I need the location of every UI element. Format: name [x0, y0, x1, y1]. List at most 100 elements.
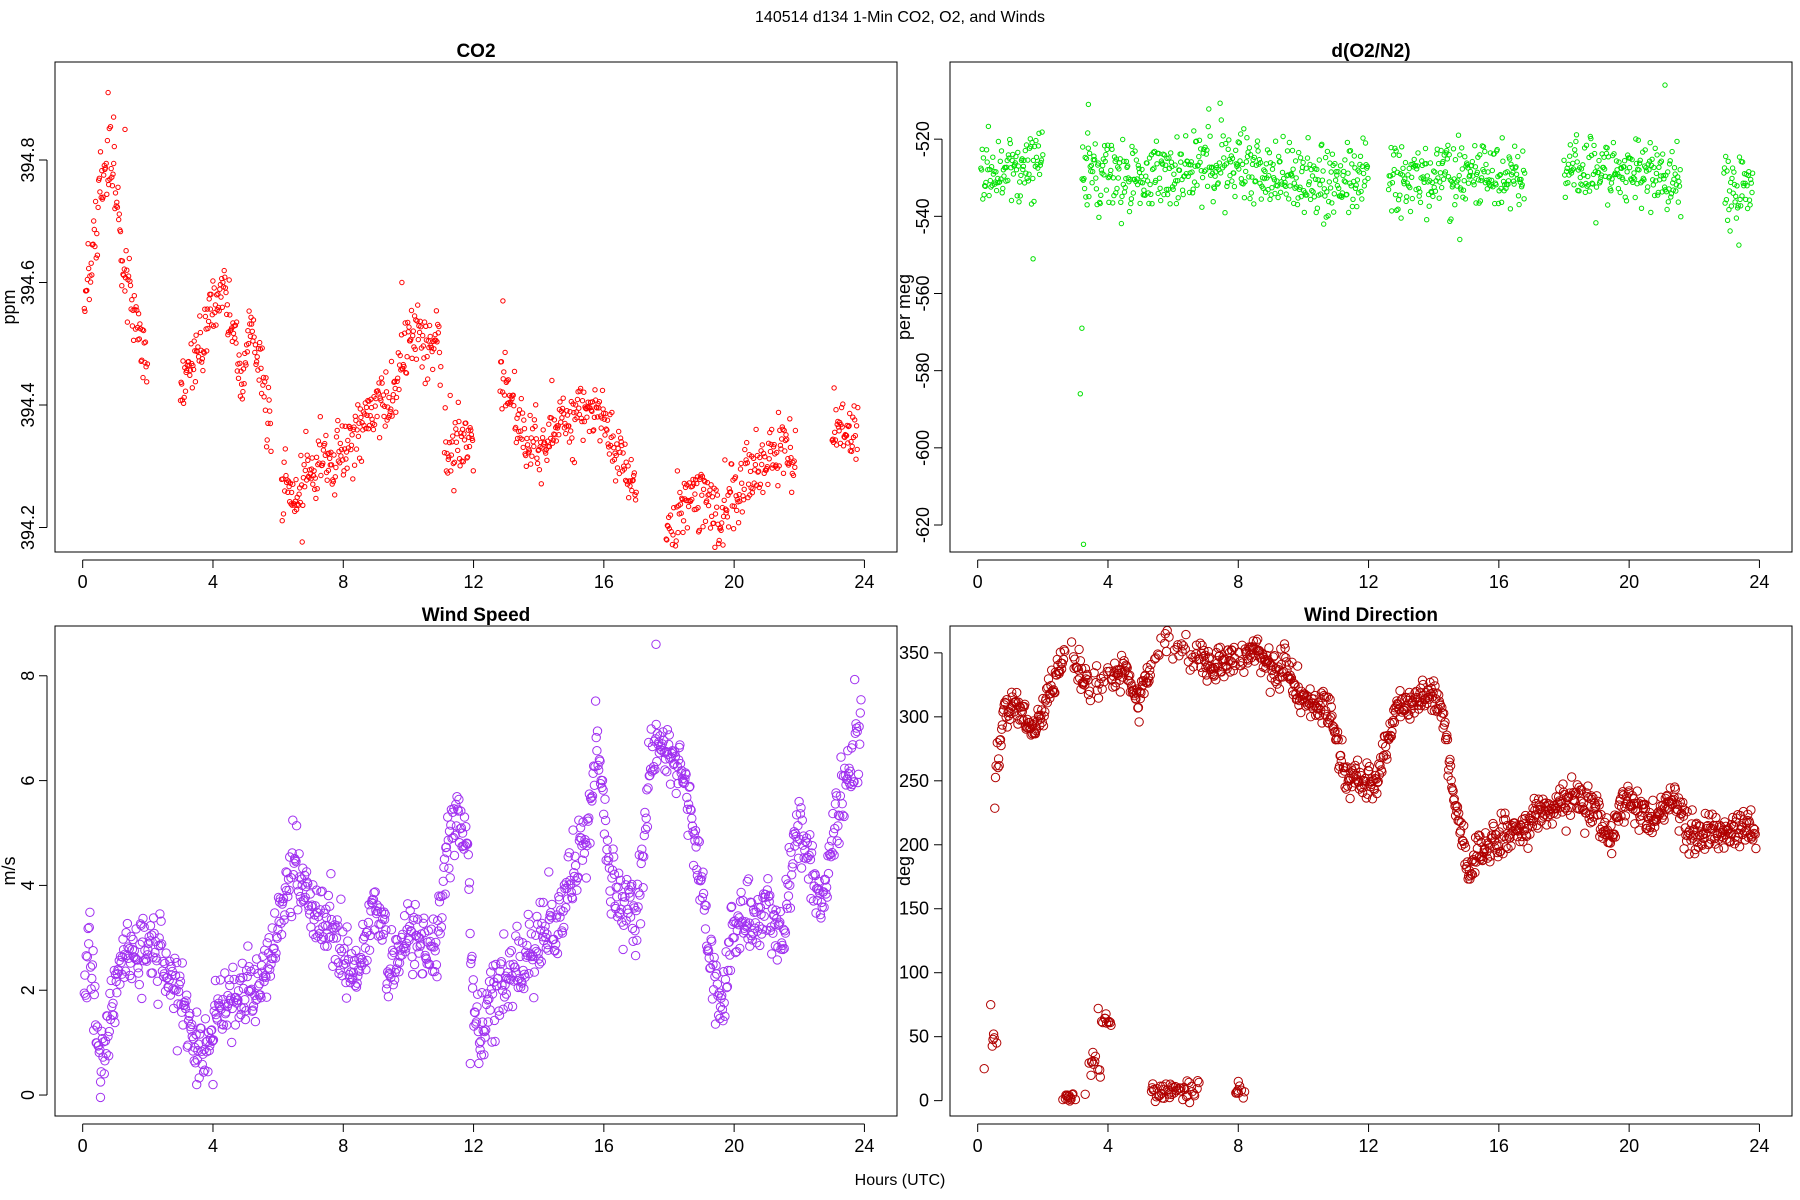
- data-point: [388, 358, 395, 365]
- data-point: [140, 374, 146, 381]
- y-axis-label-wspd: m/s: [0, 857, 19, 886]
- data-point: [1247, 195, 1253, 202]
- data-point: [371, 421, 378, 428]
- data-point: [233, 995, 243, 1005]
- data-point: [474, 1038, 485, 1048]
- data-point: [1349, 161, 1355, 167]
- data-point: [516, 407, 523, 413]
- data-point: [144, 932, 154, 942]
- data-point: [1738, 203, 1744, 209]
- data-point: [439, 854, 450, 864]
- data-point: [694, 480, 700, 487]
- data-point: [414, 318, 420, 324]
- data-point: [1394, 169, 1401, 176]
- data-point: [463, 444, 470, 450]
- data-point: [337, 440, 343, 447]
- data-point: [394, 378, 400, 385]
- data-point: [300, 502, 306, 508]
- data-point: [1358, 188, 1364, 195]
- data-point: [83, 923, 93, 934]
- data-point: [1085, 130, 1091, 136]
- data-point: [1249, 174, 1255, 180]
- data-point: [1409, 174, 1415, 181]
- data-point: [232, 322, 239, 328]
- data-point: [1012, 160, 1018, 166]
- data-point: [253, 968, 263, 979]
- data-point: [497, 388, 503, 394]
- data-point: [1014, 193, 1020, 199]
- data-point: [425, 376, 431, 382]
- data-point: [505, 377, 511, 383]
- data-point: [192, 348, 198, 354]
- data-point: [1093, 175, 1099, 181]
- data-point: [599, 387, 606, 394]
- data-point: [1217, 100, 1223, 106]
- data-point: [1586, 188, 1593, 194]
- data-point: [1188, 159, 1195, 165]
- data-point: [496, 957, 507, 967]
- data-point: [224, 311, 230, 318]
- data-point: [1114, 185, 1120, 192]
- data-point: [508, 399, 514, 405]
- y-tick-label: 394.6: [18, 260, 38, 305]
- data-point: [1572, 147, 1578, 153]
- data-point: [532, 423, 538, 430]
- data-point: [351, 945, 361, 956]
- data-point: [1159, 161, 1166, 167]
- data-point: [519, 983, 529, 994]
- data-point: [1388, 144, 1394, 151]
- data-point: [984, 159, 990, 165]
- data-point: [1210, 199, 1216, 205]
- data-point: [81, 951, 91, 961]
- data-point: [628, 456, 634, 463]
- data-point: [1562, 194, 1569, 201]
- data-point: [690, 481, 697, 487]
- data-point: [302, 484, 308, 490]
- data-point: [206, 1025, 216, 1036]
- data-point: [1218, 117, 1225, 123]
- data-point: [512, 976, 523, 986]
- data-point: [511, 368, 518, 375]
- data-point: [225, 332, 231, 338]
- data-point: [160, 958, 170, 969]
- data-point: [198, 1067, 209, 1077]
- data-point: [327, 923, 337, 933]
- data-point: [785, 455, 791, 462]
- data-point: [720, 513, 727, 520]
- data-point: [487, 1037, 497, 1047]
- data-point: [495, 966, 505, 976]
- data-point: [1317, 182, 1323, 188]
- data-point: [584, 414, 590, 420]
- data-point: [386, 925, 397, 935]
- y-tick-label: 0: [18, 1090, 38, 1100]
- y-tick-label: 300: [899, 707, 929, 727]
- data-point: [165, 956, 175, 966]
- data-point: [549, 377, 555, 384]
- data-point: [1514, 176, 1520, 182]
- data-point: [82, 308, 88, 314]
- data-point: [1427, 160, 1434, 166]
- data-point: [133, 304, 139, 310]
- data-point: [185, 1008, 195, 1019]
- data-point: [196, 1023, 206, 1034]
- x-tick-label: 12: [464, 572, 484, 592]
- data-point: [1331, 191, 1338, 197]
- data-point: [1205, 123, 1211, 130]
- data-point: [486, 967, 496, 977]
- x-tick-label: 16: [594, 1136, 614, 1156]
- data-point: [1344, 191, 1350, 198]
- y-tick-label: 150: [899, 899, 929, 919]
- data-point: [764, 464, 770, 470]
- data-point: [1294, 201, 1301, 208]
- data-point: [1174, 134, 1180, 140]
- data-point: [454, 794, 464, 805]
- data-point: [1274, 183, 1281, 189]
- data-point: [983, 179, 989, 186]
- data-point: [716, 537, 722, 544]
- data-point: [1394, 207, 1400, 214]
- data-point: [259, 976, 269, 987]
- data-point: [1605, 202, 1611, 208]
- data-point: [1678, 214, 1684, 220]
- data-point: [604, 417, 611, 423]
